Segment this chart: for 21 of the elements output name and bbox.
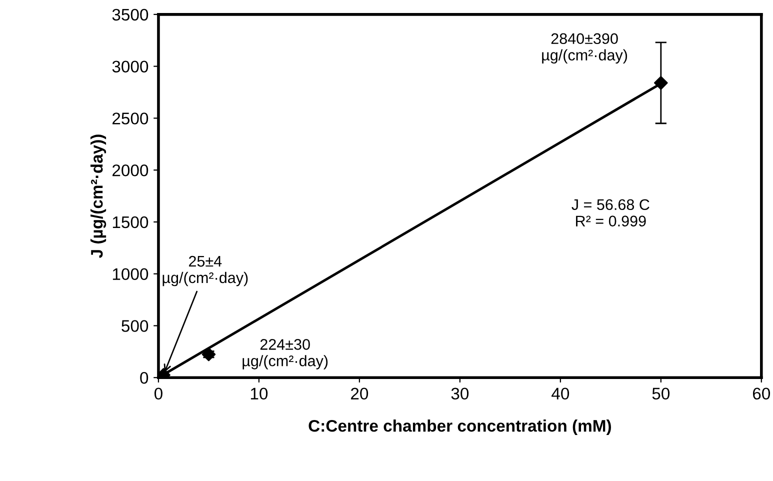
x-tick-label: 20 — [351, 388, 368, 400]
annotation: 224±30 µg/(cm²·day) — [242, 339, 328, 370]
x-tick-label: 40 — [552, 388, 570, 400]
annotation: 25±4 µg/(cm²·day) — [162, 256, 248, 286]
y-axis-title: J (µg/(cm²·day)) — [90, 134, 106, 258]
x-axis-title: C:Centre chamber concentration (mM) — [308, 420, 611, 436]
x-tick-label: 50 — [652, 388, 670, 400]
y-tick-label: 2500 — [112, 112, 148, 124]
x-tick-label: 10 — [250, 388, 268, 400]
y-tick-label: 1000 — [112, 268, 148, 280]
y-tick-label: 0 — [140, 372, 148, 384]
y-tick-label: 3500 — [112, 8, 148, 21]
x-tick-label: 60 — [752, 388, 770, 400]
x-tick-label: 0 — [154, 388, 162, 400]
annotation: J = 56.68 C R² = 0.999 — [572, 199, 650, 226]
y-tick-label: 2000 — [112, 164, 148, 176]
y-tick-label: 500 — [122, 320, 148, 332]
y-tick-label: 3000 — [112, 60, 148, 73]
y-tick-label: 1500 — [112, 216, 148, 228]
annotation: 2840±390 µg/(cm²·day) — [542, 33, 628, 64]
x-tick-label: 30 — [451, 388, 469, 400]
